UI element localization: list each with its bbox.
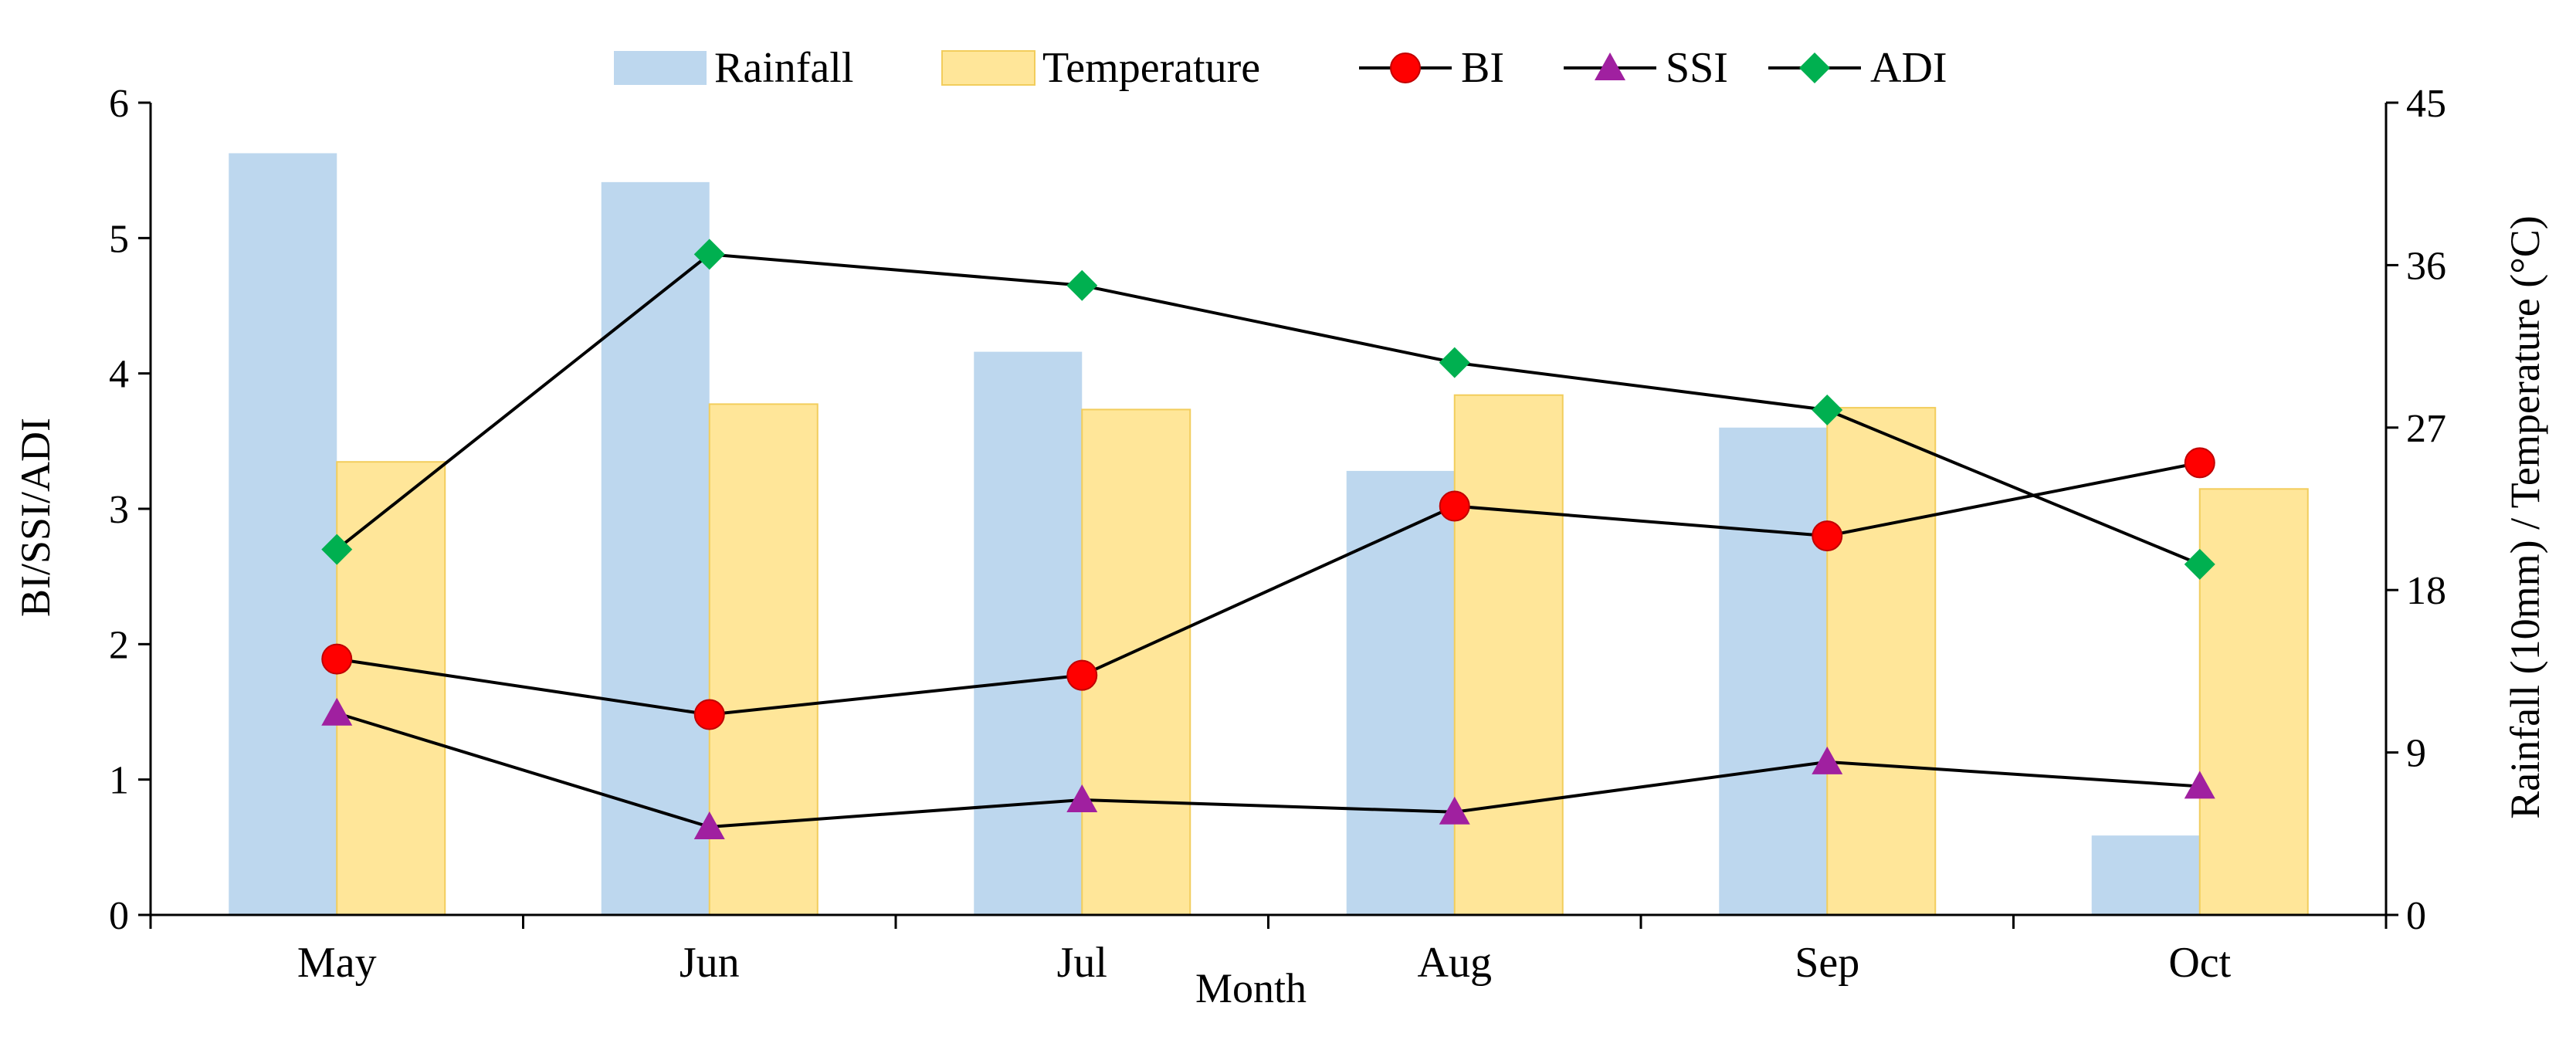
point-ssi-aug xyxy=(1439,796,1470,825)
bar-temperature-may xyxy=(336,461,446,916)
y-right-tick-label: 36 xyxy=(2406,244,2446,288)
legend-marker-adi xyxy=(1799,53,1830,83)
legend-label-ssi: SSI xyxy=(1666,44,1728,92)
x-tick-label-jun: Jun xyxy=(680,939,740,987)
point-bi-jul xyxy=(1066,659,1098,691)
y-left-tick-label: 1 xyxy=(109,759,129,803)
point-bi-jun xyxy=(693,699,725,730)
bar-temperature-oct xyxy=(2198,488,2309,916)
legend-marker-ssi xyxy=(1595,53,1625,80)
y-right-tick-label: 45 xyxy=(2406,82,2446,126)
point-ssi-may xyxy=(321,697,353,726)
legend: Rainfall Temperature BI SSI ADI xyxy=(614,44,1947,92)
legend-swatch-rainfall xyxy=(614,51,707,85)
legend-swatch-temperature xyxy=(941,50,1035,86)
point-ssi-oct xyxy=(2184,771,2215,799)
point-adi-jul xyxy=(1066,269,1098,301)
point-ssi-sep xyxy=(1812,746,1843,774)
bar-rainfall-oct xyxy=(2091,835,2200,915)
x-axis-title: Month xyxy=(1195,965,1307,1011)
point-adi-aug xyxy=(1439,347,1470,378)
point-ssi-jul xyxy=(1066,784,1098,812)
line-bi xyxy=(336,461,2201,716)
point-bi-oct xyxy=(2184,447,2215,479)
x-tick-label-sep: Sep xyxy=(1795,939,1859,987)
legend-label-temperature: Temperature xyxy=(1042,44,1260,92)
point-adi-may xyxy=(321,534,353,565)
y-right-tick-label: 0 xyxy=(2406,894,2426,938)
bar-rainfall-sep xyxy=(1719,427,1828,915)
legend-label-bi: BI xyxy=(1461,44,1504,92)
y-left-tick-label: 2 xyxy=(109,623,129,667)
x-tick-label-oct: Oct xyxy=(2168,939,2231,987)
y-left-tick-label: 3 xyxy=(109,488,129,532)
point-adi-sep xyxy=(1812,395,1843,426)
y-left-tick-label: 5 xyxy=(109,217,129,261)
point-adi-jun xyxy=(693,239,725,270)
point-bi-aug xyxy=(1439,490,1470,522)
y-axis-left-title: BI/SSI/ADI xyxy=(12,418,59,617)
bar-temperature-aug xyxy=(1453,394,1564,916)
line-layer xyxy=(321,239,2215,840)
point-bi-sep xyxy=(1812,520,1843,552)
legend-marker-bi xyxy=(1390,53,1421,83)
bar-temperature-sep xyxy=(1826,407,1937,916)
point-ssi-jun xyxy=(693,811,725,840)
point-bi-may xyxy=(321,643,353,675)
y-right-tick-label: 18 xyxy=(2406,569,2446,613)
legend-label-adi: ADI xyxy=(1870,44,1947,92)
legend-label-rainfall: Rainfall xyxy=(714,44,853,92)
y-left-tick-label: 4 xyxy=(109,353,129,397)
bar-temperature-jun xyxy=(708,403,819,916)
x-tick-label-may: May xyxy=(297,939,377,987)
point-adi-oct xyxy=(2184,548,2215,580)
x-tick-label-jul: Jul xyxy=(1057,939,1107,987)
x-tick-label-aug: Aug xyxy=(1418,939,1492,987)
bar-rainfall-jul xyxy=(974,351,1083,915)
y-left-tick-label: 0 xyxy=(109,894,129,938)
line-adi xyxy=(336,252,2201,566)
y-left-tick-label: 6 xyxy=(109,82,129,126)
y-axis-right-title: Rainfall (10mm) / Temperature (°C) xyxy=(2502,215,2548,819)
bar-temperature-jul xyxy=(1081,408,1191,916)
line-ssi xyxy=(336,711,2200,829)
bar-rainfall-jun xyxy=(601,181,710,915)
bar-rainfall-aug xyxy=(1346,470,1455,915)
y-right-tick-label: 9 xyxy=(2406,732,2426,776)
bar-rainfall-may xyxy=(229,153,337,916)
bar-layer xyxy=(229,153,2309,916)
y-right-tick-label: 27 xyxy=(2406,407,2446,451)
